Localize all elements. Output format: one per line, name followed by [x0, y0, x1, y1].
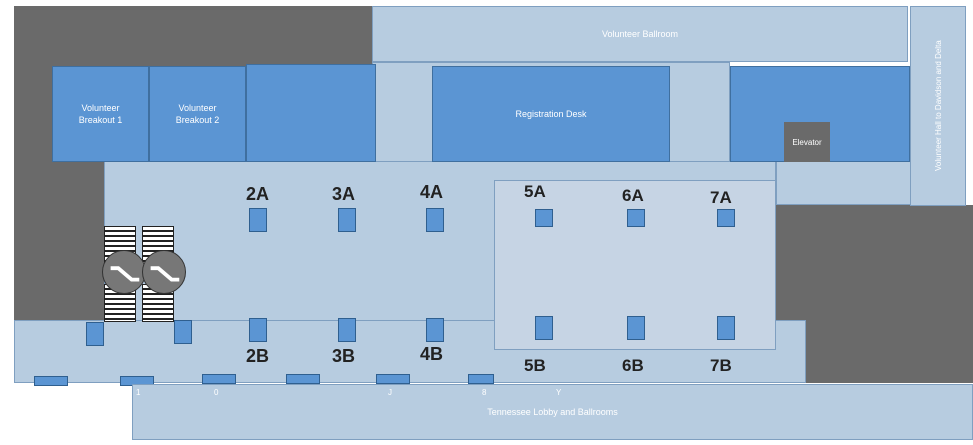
dark-area-right	[776, 205, 973, 383]
booth-3b[interactable]	[338, 318, 356, 342]
booth-label-3a: 3A	[332, 184, 356, 204]
wall-marker	[34, 376, 68, 386]
unnamed-room	[246, 64, 376, 162]
dark-area-top-left	[14, 6, 372, 66]
bottom-mark: 0	[214, 388, 219, 397]
booth-label-2b: 2B	[246, 346, 270, 366]
booth-label-5a: 5A	[524, 182, 546, 201]
booth-7a[interactable]	[717, 209, 735, 227]
booth-label-5b: 5B	[524, 356, 546, 375]
volunteer-ballroom: Volunteer Ballroom	[372, 6, 908, 62]
wall-marker	[376, 374, 410, 384]
booth-6a[interactable]	[627, 209, 645, 227]
booth-b-left-2[interactable]	[174, 320, 192, 344]
booth-2a[interactable]	[249, 208, 267, 232]
tennessee-lobby-label: Tennessee Lobby and Ballrooms	[487, 407, 618, 417]
booth-label-6a: 6A	[622, 186, 644, 205]
wall-marker	[468, 374, 494, 384]
booth-label-7a: 7A	[710, 188, 732, 207]
bottom-mark: 1	[136, 388, 141, 397]
booth-5b[interactable]	[535, 316, 553, 340]
booth-b-left-1[interactable]	[86, 322, 104, 346]
booth-5a[interactable]	[535, 209, 553, 227]
escalator-icon	[142, 250, 186, 294]
escalator-icon	[102, 250, 146, 294]
booth-label-2a: 2A	[246, 184, 270, 204]
volunteer-hall: Volunteer Hall to Davidson and Delta	[910, 6, 966, 206]
booth-2b[interactable]	[249, 318, 267, 342]
booth-6b[interactable]	[627, 316, 645, 340]
wall-marker	[286, 374, 320, 384]
registration-desk: Registration Desk	[432, 66, 670, 162]
booth-4b[interactable]	[426, 318, 444, 342]
breakout-2-label: Volunteer Breakout 2	[175, 103, 220, 125]
booth-3a[interactable]	[338, 208, 356, 232]
wall-marker	[202, 374, 236, 384]
volunteer-ballroom-label: Volunteer Ballroom	[601, 29, 679, 39]
bottom-mark: 8	[482, 388, 487, 397]
registration-desk-label: Registration Desk	[515, 109, 587, 119]
elevator-label: Elevator	[792, 137, 822, 147]
booth-4a[interactable]	[426, 208, 444, 232]
booth-label-7b: 7B	[710, 356, 732, 375]
bottom-mark: J	[388, 388, 392, 397]
right-floor	[776, 160, 916, 205]
volunteer-breakout-1: Volunteer Breakout 1	[52, 66, 149, 162]
volunteer-hall-label: Volunteer Hall to Davidson and Delta	[933, 40, 943, 172]
booth-7b[interactable]	[717, 316, 735, 340]
booth-label-3b: 3B	[332, 346, 356, 366]
booth-label-4a: 4A	[420, 182, 444, 202]
elevator: Elevator	[784, 122, 830, 162]
tennessee-lobby: Tennessee Lobby and Ballrooms	[132, 384, 973, 440]
breakout-1-label: Volunteer Breakout 1	[78, 103, 123, 125]
booth-label-4b: 4B	[420, 344, 444, 364]
volunteer-breakout-2: Volunteer Breakout 2	[149, 66, 246, 162]
bottom-mark: Y	[556, 388, 562, 397]
booth-label-6b: 6B	[622, 356, 644, 375]
